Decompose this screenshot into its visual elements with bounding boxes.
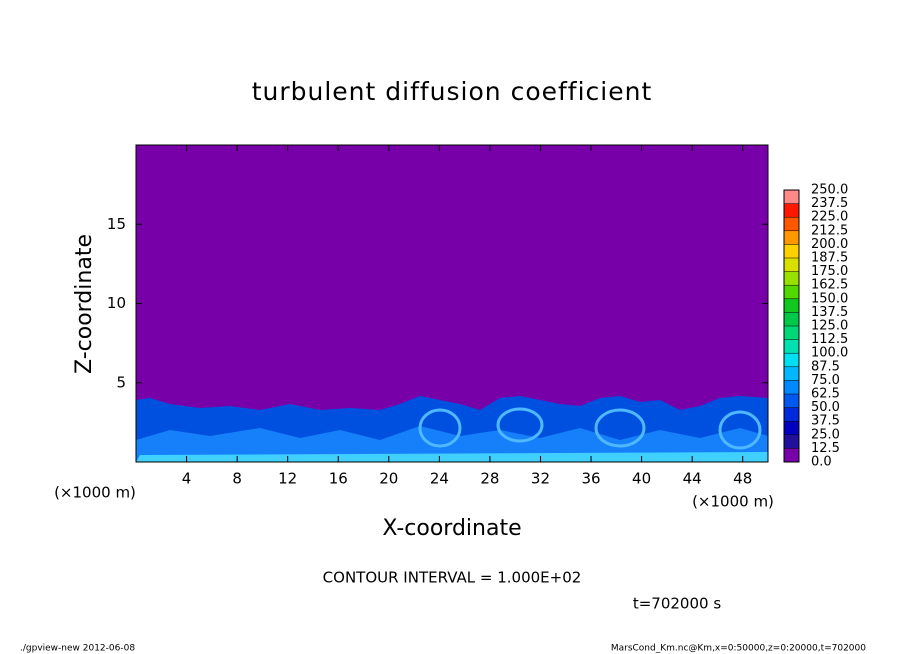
y-axis-label: Z-coordinate	[72, 234, 97, 374]
colorbar-label: 212.5	[811, 223, 848, 238]
field	[136, 145, 768, 462]
colorbar-band	[784, 312, 799, 326]
colorbar-label: 225.0	[811, 210, 848, 225]
colorbar-label: 100.0	[811, 346, 848, 361]
x-tick-label: 36	[581, 470, 600, 488]
x-tick-label: 24	[430, 470, 449, 488]
colorbar-band	[784, 258, 799, 272]
colorbar-band	[784, 217, 799, 231]
colorbar-label: 75.0	[811, 373, 840, 388]
colorbar-band	[784, 244, 799, 258]
colorbar-label: 50.0	[811, 400, 840, 415]
eddy	[718, 410, 762, 450]
x-tick-label: 40	[632, 470, 651, 488]
x-unit-label: (×1000 m)	[692, 493, 774, 511]
x-tick-label: 28	[480, 470, 499, 488]
x-tick-label: 44	[683, 470, 702, 488]
colorbar-band	[784, 380, 799, 394]
x-tick-label: 20	[379, 470, 398, 488]
colorbar-label: 150.0	[811, 291, 848, 306]
y-tick-label: 5	[116, 373, 126, 391]
x-tick-label: 32	[531, 470, 550, 488]
colorbar-label: 62.5	[811, 387, 840, 402]
colorbar-label: 175.0	[811, 264, 848, 279]
colorbar-label: 87.5	[811, 359, 840, 374]
eddy	[594, 408, 646, 448]
x-tick-label: 16	[329, 470, 348, 488]
colorbar-label: 112.5	[811, 332, 848, 347]
colorbar-band	[784, 434, 799, 449]
x-unit-label: (×1000 m)	[54, 484, 136, 502]
colorbar-label: 125.0	[811, 319, 848, 334]
turbulent-layer	[136, 452, 768, 462]
colorbar-label: 0.0	[811, 455, 832, 470]
colorbar-label: 200.0	[811, 237, 848, 252]
x-tick-label: 8	[232, 470, 242, 488]
colorbar-label: 187.5	[811, 251, 848, 266]
colorbar-band	[784, 271, 799, 286]
colorbar-band	[784, 190, 799, 204]
contour-interval: CONTOUR INTERVAL = 1.000E+02	[323, 569, 582, 587]
eddy	[418, 408, 462, 448]
x-tick-label: 48	[733, 470, 752, 488]
colorbar-band	[784, 230, 799, 245]
colorbar-label: 25.0	[811, 427, 840, 442]
colorbar-band	[784, 203, 799, 218]
x-tick-label: 12	[278, 470, 297, 488]
colorbar-band	[784, 339, 799, 354]
y-tick-label: 15	[107, 215, 126, 233]
colorbar-band	[784, 326, 799, 340]
eddy	[496, 407, 544, 443]
colorbar-band	[784, 353, 799, 367]
colorbar-label: 237.5	[811, 196, 848, 211]
colorbar-label: 250.0	[811, 183, 848, 198]
colorbar-label: 162.5	[811, 278, 848, 293]
colorbar-label: 12.5	[811, 441, 840, 456]
y-tick-label: 10	[107, 294, 126, 312]
chart-title: turbulent diffusion coefficient	[252, 77, 653, 106]
colorbar-band	[784, 448, 799, 462]
colorbar-label: 37.5	[811, 414, 840, 429]
colorbar-band	[784, 421, 799, 435]
time-label: t=702000 s	[633, 595, 721, 613]
colorbar-band	[784, 394, 799, 408]
colorbar-band	[784, 366, 799, 381]
colorbar-band	[784, 407, 799, 422]
x-tick-label: 4	[182, 470, 192, 488]
x-axis-label: X-coordinate	[382, 516, 521, 541]
colorbar-band	[784, 285, 799, 299]
colorbar-label: 137.5	[811, 305, 848, 320]
colorbar-band	[784, 298, 799, 313]
footer-right: MarsCond_Km.nc@Km,x=0:50000,z=0:20000,t=…	[611, 644, 866, 654]
footer-left: ./gpview-new 2012-06-08	[20, 644, 135, 654]
